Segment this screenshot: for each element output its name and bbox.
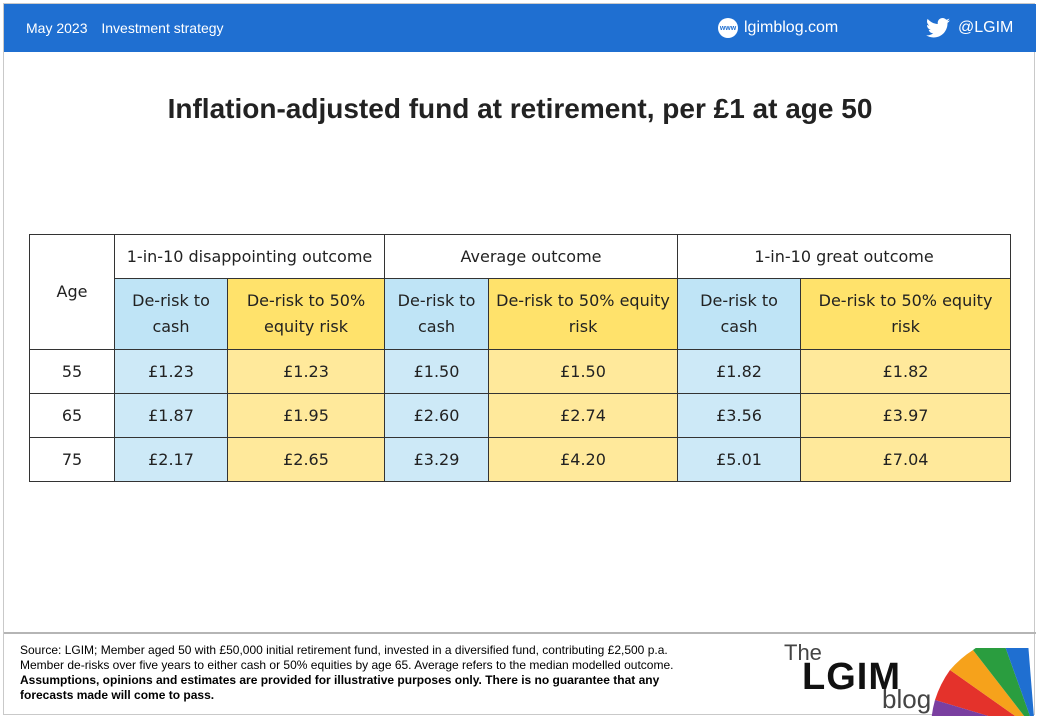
disclaimer-line: Assumptions, opinions and estimates are … xyxy=(20,673,660,687)
source-line: Member de-risks over five years to eithe… xyxy=(20,658,674,672)
strategy-header-equity: De-risk to 50% equity risk xyxy=(226,278,386,350)
value-cell: £5.01 xyxy=(677,437,802,482)
twitter-bird-icon xyxy=(926,18,950,38)
strategy-header-cash: De-risk to cash xyxy=(677,278,802,350)
retirement-fund-table: Age 1-in-10 disappointing outcome Averag… xyxy=(29,234,1012,482)
source-line: Source: LGIM; Member aged 50 with £50,00… xyxy=(20,643,668,657)
table-row: 65 £1.87 £1.95 £2.60 £2.74 £3.56 £3.97 xyxy=(29,393,1012,438)
strategy-header-cash: De-risk to cash xyxy=(114,278,228,350)
value-cell: £2.65 xyxy=(226,437,386,482)
table-row: 55 £1.23 £1.23 £1.50 £1.50 £1.82 £1.82 xyxy=(29,349,1012,394)
twitter-link[interactable]: @LGIM xyxy=(926,18,1013,38)
group-header-average: Average outcome xyxy=(384,234,679,279)
value-cell: £1.95 xyxy=(226,393,386,438)
value-cell: £1.82 xyxy=(800,349,1012,394)
slide-frame xyxy=(3,3,1035,715)
header-date: May 2023 xyxy=(26,20,88,36)
group-header-great: 1-in-10 great outcome xyxy=(677,234,1012,279)
age-cell: 75 xyxy=(29,437,115,482)
footer-notes: Source: LGIM; Member aged 50 with £50,00… xyxy=(20,643,750,703)
group-header-disappointing: 1-in-10 disappointing outcome xyxy=(113,234,386,279)
value-cell: £1.23 xyxy=(114,349,228,394)
value-cell: £2.17 xyxy=(114,437,228,482)
logo-the: The xyxy=(784,640,822,665)
value-cell: £7.04 xyxy=(800,437,1012,482)
logo-lgim: LGIM xyxy=(802,656,901,698)
logo-blog: blog xyxy=(882,684,932,714)
value-cell: £3.97 xyxy=(800,393,1012,438)
lgim-blog-logo: The LGIM blog xyxy=(780,640,1035,716)
age-cell: 55 xyxy=(29,349,115,394)
header-meta: May 2023 Investment strategy xyxy=(26,20,234,36)
globe-icon: www xyxy=(718,18,738,38)
top-bar: May 2023 Investment strategy www lgimblo… xyxy=(4,4,1036,52)
value-cell: £1.23 xyxy=(226,349,386,394)
group-header-row: Age 1-in-10 disappointing outcome Averag… xyxy=(29,234,1012,350)
value-cell: £3.56 xyxy=(677,393,802,438)
disclaimer-line: forecasts made will come to pass. xyxy=(20,688,215,702)
age-cell: 65 xyxy=(29,393,115,438)
footer-divider xyxy=(4,632,1036,634)
site-link[interactable]: www lgimblog.com xyxy=(718,18,838,38)
value-cell: £1.82 xyxy=(677,349,802,394)
umbrella-icon xyxy=(931,648,1034,716)
strategy-header-cash: De-risk to cash xyxy=(384,278,490,350)
value-cell: £1.50 xyxy=(488,349,679,394)
twitter-handle: @LGIM xyxy=(958,19,1014,36)
value-cell: £1.50 xyxy=(384,349,490,394)
value-cell: £2.60 xyxy=(384,393,490,438)
value-cell: £4.20 xyxy=(488,437,679,482)
strategy-header-equity: De-risk to 50% equity risk xyxy=(488,278,679,350)
value-cell: £1.87 xyxy=(114,393,228,438)
value-cell: £3.29 xyxy=(384,437,490,482)
site-label: lgimblog.com xyxy=(744,19,839,36)
chart-title: Inflation-adjusted fund at retirement, p… xyxy=(167,93,873,124)
strategy-header-row: De-risk to cash De-risk to 50% equity ri… xyxy=(30,278,1012,350)
header-category: Investment strategy xyxy=(101,20,224,36)
value-cell: £2.74 xyxy=(488,393,679,438)
table-row: 75 £2.17 £2.65 £3.29 £4.20 £5.01 £7.04 xyxy=(29,437,1012,482)
strategy-header-equity: De-risk to 50% equity risk xyxy=(800,278,1012,350)
age-column-header: Age xyxy=(29,234,115,350)
